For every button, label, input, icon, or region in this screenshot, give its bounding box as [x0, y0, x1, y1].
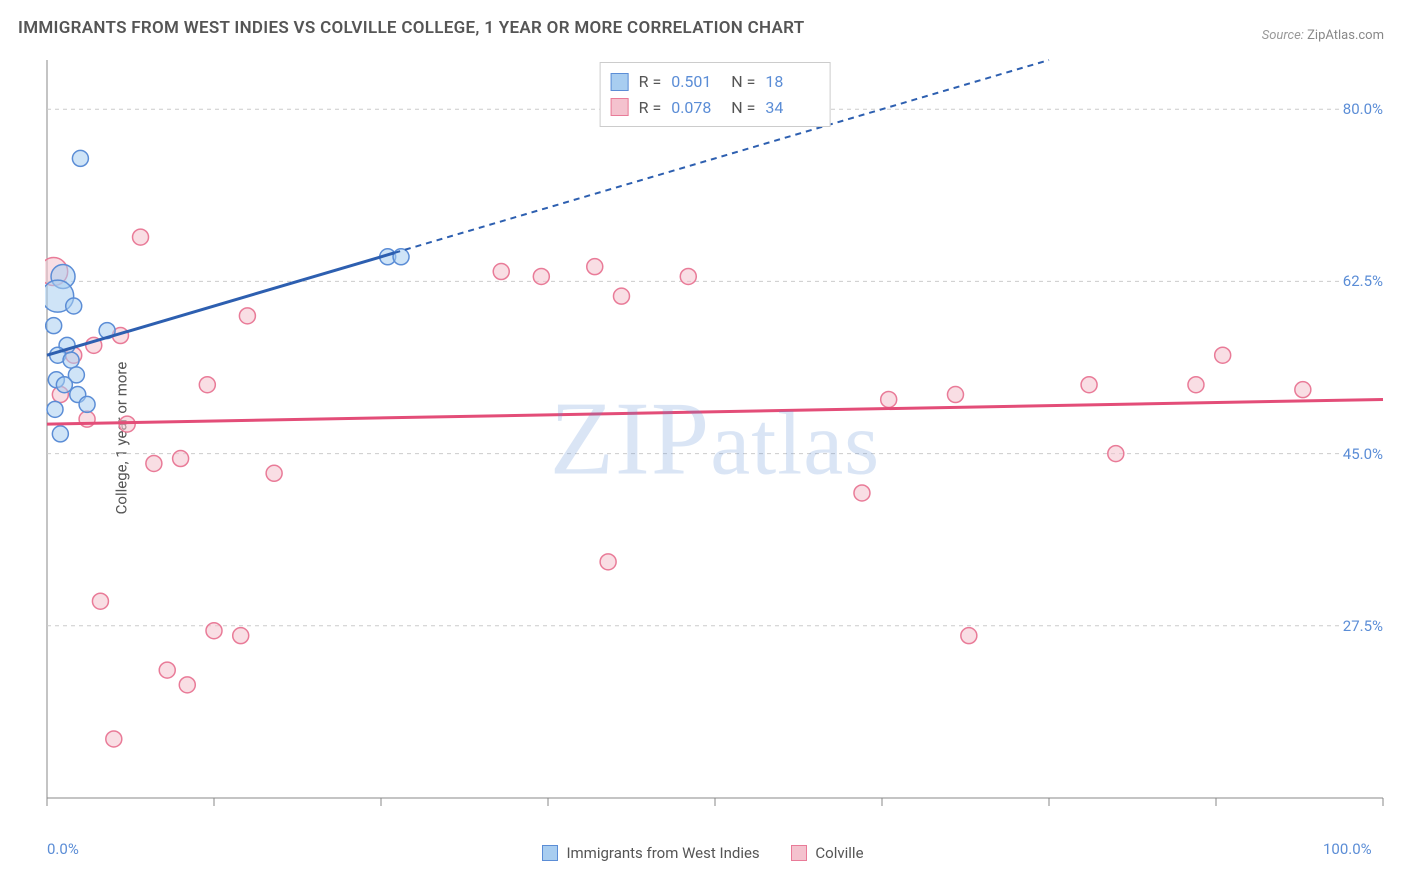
legend-r-value: 0.078 — [671, 95, 721, 121]
scatter-plot — [45, 58, 1385, 818]
legend-swatch-icon — [542, 845, 558, 861]
legend-label: Immigrants from West Indies — [566, 844, 759, 862]
legend-swatch-icon — [791, 845, 807, 861]
legend-swatch-icon — [611, 98, 629, 116]
chart-title: IMMIGRANTS FROM WEST INDIES VS COLVILLE … — [18, 18, 805, 38]
correlation-legend: R = 0.501 N = 18 R = 0.078 N = 34 — [600, 62, 831, 127]
legend-n-label: N = — [731, 95, 755, 121]
source-attribution: Source: ZipAtlas.com — [1262, 28, 1384, 43]
legend-item: Colville — [791, 844, 863, 862]
y-tick-label: 62.5% — [1339, 272, 1387, 290]
y-tick-label: 45.0% — [1339, 445, 1387, 463]
legend-r-value: 0.501 — [671, 69, 721, 95]
y-tick-label: 27.5% — [1339, 617, 1387, 635]
legend-n-label: N = — [731, 69, 755, 95]
legend-item: Immigrants from West Indies — [542, 844, 759, 862]
legend-n-value: 34 — [765, 95, 815, 121]
source-label: Source: — [1262, 28, 1304, 43]
legend-row-series2: R = 0.078 N = 34 — [611, 95, 816, 121]
y-tick-label: 80.0% — [1339, 100, 1387, 118]
legend-swatch-icon — [611, 73, 629, 91]
legend-label: Colville — [815, 844, 863, 862]
chart-container: College, 1 year or more ZIPatlas R = 0.5… — [45, 58, 1385, 818]
source-value: ZipAtlas.com — [1307, 28, 1384, 43]
series-legend: Immigrants from West Indies Colville — [0, 844, 1406, 865]
legend-r-label: R = — [639, 95, 662, 121]
legend-r-label: R = — [639, 69, 662, 95]
legend-n-value: 18 — [765, 69, 815, 95]
legend-row-series1: R = 0.501 N = 18 — [611, 69, 816, 95]
